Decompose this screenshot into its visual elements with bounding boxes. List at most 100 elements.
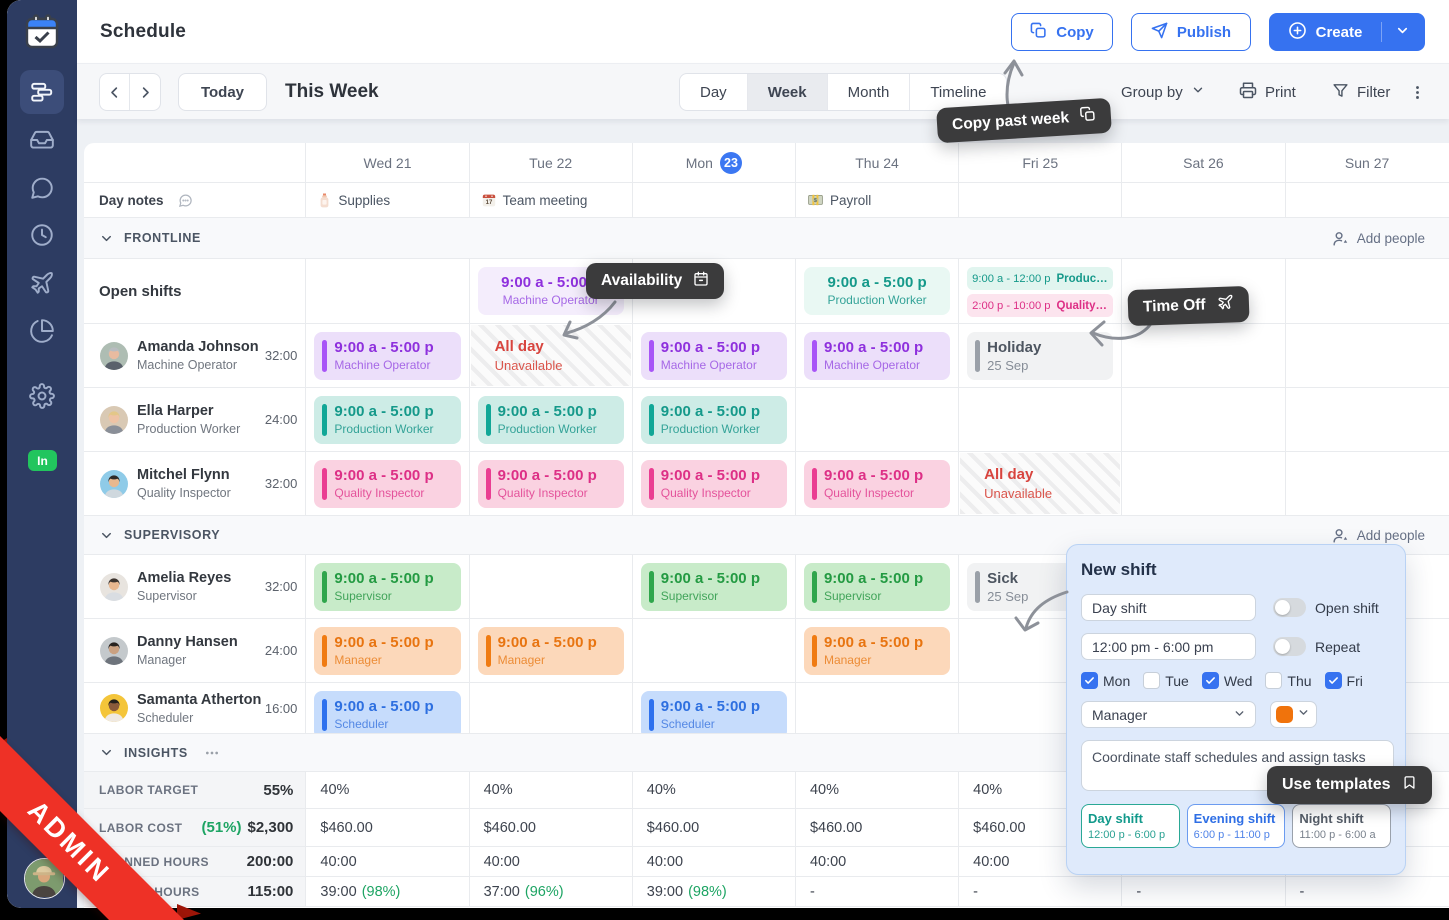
schedule-cell[interactable]: 9:00 a - 5:00 p Machine Operator — [795, 324, 960, 388]
schedule-cell[interactable]: 9:00 a - 5:00 p Supervisor — [795, 555, 960, 619]
sidebar-item-pie-chart[interactable] — [20, 313, 64, 349]
copy-button[interactable]: Copy — [1011, 13, 1113, 51]
employee-cell[interactable]: Samanta Atherton Scheduler 16:00 — [84, 683, 307, 734]
prev-week-button[interactable] — [100, 74, 131, 110]
section-toggle-insights[interactable]: INSIGHTS — [84, 745, 220, 761]
chevron-down-icon[interactable] — [1395, 23, 1410, 42]
day-note-cell[interactable] — [1285, 183, 1449, 218]
schedule-cell[interactable]: 9:00 a - 5:00 p Manager — [469, 619, 633, 683]
schedule-cell[interactable] — [469, 555, 633, 619]
shift-chip[interactable]: 9:00 a - 5:00 p Manager — [477, 627, 624, 675]
schedule-cell[interactable]: 9:00 a - 5:00 p Quality Inspector — [469, 452, 633, 516]
shift-chip[interactable]: 9:00 a - 5:00 p Supervisor — [640, 563, 787, 611]
schedule-cell[interactable]: 9:00 a - 5:00 p Scheduler — [632, 683, 796, 734]
shift-chip[interactable]: 9:00 a - 5:00 p Supervisor — [803, 563, 951, 611]
schedule-cell[interactable]: 9:00 a - 5:00 p Quality Inspector — [632, 452, 796, 516]
view-tab-day[interactable]: Day — [680, 74, 748, 110]
weekday-checkbox-thu[interactable]: Thu — [1265, 672, 1312, 689]
add-people-button[interactable]: Add people — [1332, 527, 1425, 544]
repeat-toggle[interactable] — [1273, 637, 1306, 656]
open-shift-mini-chip[interactable]: 2:00 p - 10:00 p Quality Inspector — [967, 294, 1114, 317]
schedule-cell[interactable] — [1285, 388, 1449, 452]
shift-chip[interactable]: 9:00 a - 5:00 p Supervisor — [314, 563, 461, 611]
schedule-cell[interactable]: 9:00 a - 5:00 p Machine Operator — [306, 324, 470, 388]
publish-button[interactable]: Publish — [1131, 13, 1251, 51]
view-tab-timeline[interactable]: Timeline — [930, 83, 987, 101]
schedule-cell[interactable] — [1122, 324, 1286, 388]
schedule-cell[interactable]: All day Unavailable — [959, 452, 1123, 516]
template-evening-shift[interactable]: Evening shift 6:00 p - 11:00 p — [1186, 804, 1286, 848]
schedule-cell[interactable] — [469, 683, 633, 734]
schedule-cell[interactable]: 9:00 a - 5:00 p Production Worker — [632, 388, 796, 452]
section-toggle-frontline[interactable]: FRONTLINE — [84, 231, 201, 246]
view-tab-week[interactable]: Week — [747, 74, 828, 110]
day-note-cell[interactable]: $ Payroll — [795, 183, 960, 218]
schedule-cell[interactable]: 9:00 a - 5:00 p Quality Inspector — [306, 452, 470, 516]
weekday-checkbox-mon[interactable]: Mon — [1081, 672, 1130, 689]
print-button[interactable]: Print — [1239, 64, 1296, 120]
shift-chip[interactable]: 9:00 a - 5:00 p Quality Inspector — [314, 460, 461, 508]
day-note-cell[interactable] — [1122, 183, 1286, 218]
employee-cell[interactable]: Danny Hansen Manager 24:00 — [84, 619, 307, 683]
shift-chip[interactable]: 9:00 a - 5:00 p Quality Inspector — [477, 460, 624, 508]
weekday-checkbox-wed[interactable]: Wed — [1201, 672, 1252, 689]
filter-button[interactable]: Filter — [1332, 64, 1390, 120]
schedule-cell[interactable] — [795, 683, 960, 734]
create-button[interactable]: Create — [1269, 13, 1425, 51]
shift-chip[interactable]: 9:00 a - 5:00 p Production Worker — [477, 396, 624, 444]
shift-chip[interactable]: 9:00 a - 5:00 p Scheduler — [640, 691, 787, 733]
next-week-button[interactable] — [130, 74, 160, 110]
shift-chip[interactable]: 9:00 a - 5:00 p Quality Inspector — [640, 460, 787, 508]
shift-chip[interactable]: 9:00 a - 5:00 p Production Worker — [640, 396, 787, 444]
open-shift-mini-chip[interactable]: 9:00 a - 12:00 p Production Worker — [967, 267, 1114, 290]
schedule-cell[interactable] — [1285, 452, 1449, 516]
weekday-checkbox-tue[interactable]: Tue — [1143, 672, 1189, 689]
schedule-cell[interactable] — [959, 388, 1123, 452]
color-select[interactable] — [1270, 701, 1317, 728]
shift-time-input[interactable]: 12:00 pm - 6:00 pm — [1081, 633, 1256, 660]
section-toggle-supervisory[interactable]: SUPERVISORY — [84, 528, 220, 543]
schedule-cell[interactable] — [1122, 259, 1286, 324]
template-night-shift[interactable]: Night shift 11:00 p - 6:00 a — [1292, 804, 1392, 848]
day-header-5[interactable]: Sat 26 — [1122, 143, 1286, 182]
open-shift-toggle[interactable] — [1273, 598, 1306, 617]
schedule-cell[interactable]: 9:00 a - 5:00 p Quality Inspector — [795, 452, 960, 516]
schedule-cell[interactable]: 9:00 a - 5:00 p Manager — [795, 619, 960, 683]
employee-cell[interactable]: Amanda Johnson Machine Operator 32:00 — [84, 324, 307, 388]
role-select[interactable]: Manager — [1081, 701, 1256, 728]
day-header-2[interactable]: Mon 23 — [633, 143, 796, 182]
shift-chip[interactable]: 9:00 a - 5:00 p Machine Operator — [640, 332, 787, 380]
schedule-cell[interactable]: 9:00 a - 5:00 p Production Worker — [469, 388, 633, 452]
add-people-button[interactable]: Add people — [1332, 230, 1425, 247]
day-note-cell[interactable] — [959, 183, 1123, 218]
schedule-cell[interactable] — [1285, 259, 1449, 324]
more-options-button[interactable] — [1405, 80, 1429, 104]
time-off-chip[interactable]: Holiday 25 Sep — [967, 332, 1114, 380]
shift-chip[interactable]: 9:00 a - 5:00 p Machine Operator — [314, 332, 461, 380]
sidebar-item-clock[interactable] — [20, 217, 64, 253]
schedule-cell[interactable]: 9:00 a - 5:00 p Manager — [306, 619, 470, 683]
schedule-cell[interactable]: 9:00 a - 5:00 p Production Worker — [795, 259, 960, 324]
sidebar-item-schedule[interactable] — [20, 70, 64, 114]
employee-cell[interactable]: Ella Harper Production Worker 24:00 — [84, 388, 307, 452]
schedule-cell[interactable] — [795, 388, 960, 452]
schedule-cell[interactable] — [1122, 452, 1286, 516]
day-header-6[interactable]: Sun 27 — [1286, 143, 1449, 182]
shift-chip[interactable]: 9:00 a - 5:00 p Manager — [314, 627, 461, 675]
schedule-cell[interactable] — [1285, 324, 1449, 388]
open-shift-chip[interactable]: 9:00 a - 5:00 p Production Worker — [803, 267, 951, 315]
shift-chip[interactable]: 9:00 a - 5:00 p Quality Inspector — [803, 460, 951, 508]
app-logo-icon[interactable] — [22, 12, 62, 52]
day-header-0[interactable]: Wed 21 — [306, 143, 470, 182]
schedule-cell[interactable]: 9:00 a - 12:00 p Production Worker 2:00 p … — [959, 259, 1123, 324]
schedule-cell[interactable]: 9:00 a - 5:00 p Supervisor — [306, 555, 470, 619]
day-note-cell[interactable] — [632, 183, 796, 218]
shift-name-input[interactable]: Day shift — [1081, 594, 1256, 621]
today-button[interactable]: Today — [178, 73, 267, 111]
sidebar-item-plane[interactable] — [20, 265, 64, 301]
schedule-cell[interactable] — [632, 619, 796, 683]
schedule-cell[interactable]: 9:00 a - 5:00 p Machine Operator — [632, 324, 796, 388]
view-tab-month[interactable]: Month — [828, 74, 911, 110]
sidebar-item-inbox[interactable] — [20, 122, 64, 158]
shift-chip[interactable]: 9:00 a - 5:00 p Production Worker — [314, 396, 461, 444]
